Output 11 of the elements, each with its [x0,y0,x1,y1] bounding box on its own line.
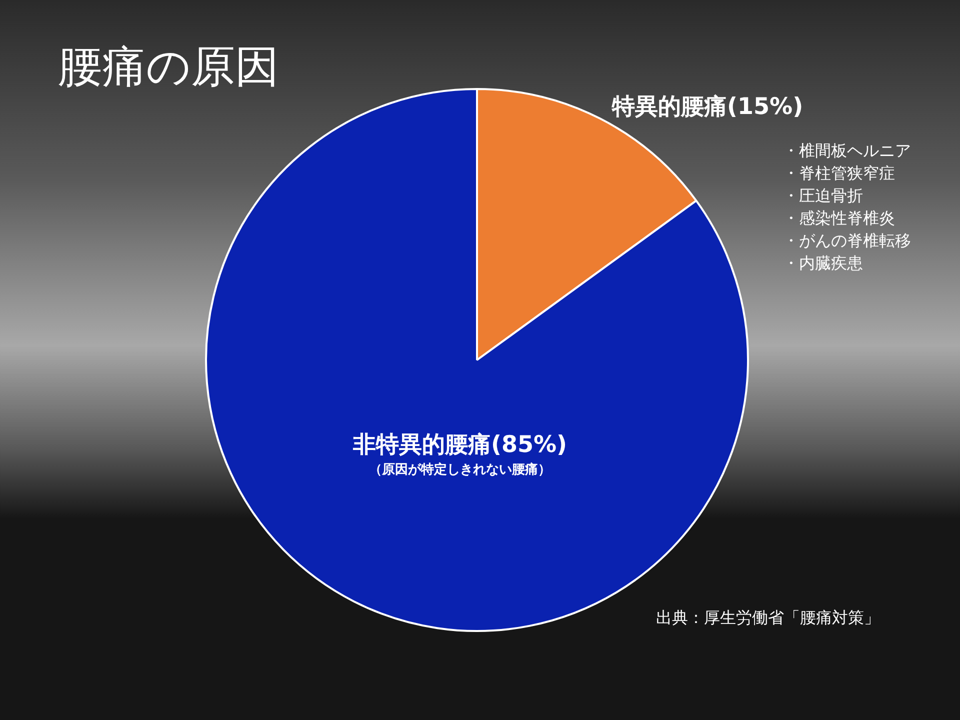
text: ・圧迫骨折 [783,186,863,206]
text: ・がんの脊椎転移 [783,231,911,250]
text: （原因が特定しきれない腰痛） [369,461,551,478]
text: ・内臓疾患 [783,254,863,273]
chart-title: 腰痛の原因 [58,41,279,92]
slice-label: 非特異的腰痛(85%) [352,432,568,458]
text: ・感染性脊椎炎 [783,208,895,228]
slice-label: 特異的腰痛(15%) [611,94,804,120]
source-note: 出典：厚生労働省「腰痛対策」 [656,608,880,628]
text: ・脊柱管狭窄症 [783,164,895,183]
text: ・椎間板ヘルニア [783,141,911,160]
